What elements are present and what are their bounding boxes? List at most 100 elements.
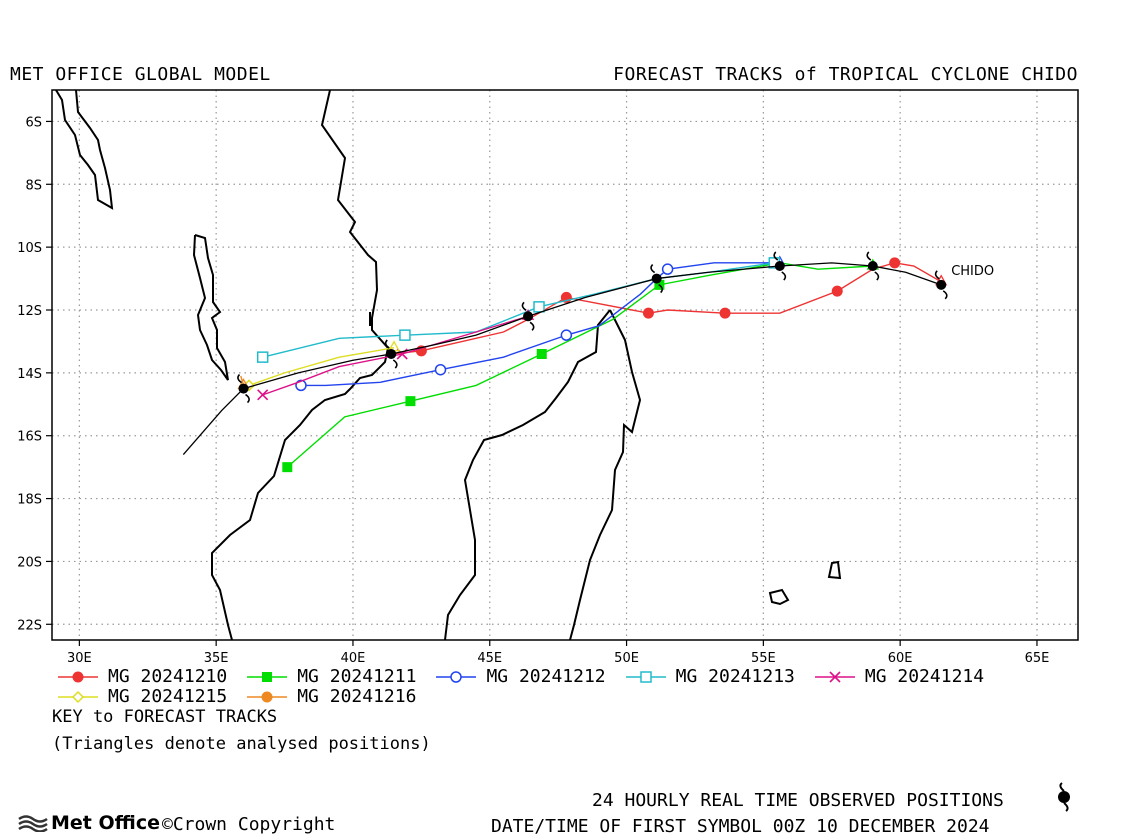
legend-swatch <box>247 671 288 682</box>
track-marker <box>889 257 901 269</box>
met-office-logo-text: Met Office <box>51 812 160 834</box>
legend-label: MG 20241213 <box>675 666 795 687</box>
x-tick-label: 35E <box>204 651 229 666</box>
observed-position-symbol <box>237 374 250 404</box>
track-marker <box>71 690 85 703</box>
observed-track-line <box>182 262 942 455</box>
track-marker <box>560 329 573 341</box>
x-tick-label: 50E <box>614 651 639 666</box>
legend-item: MG 20241216 <box>245 686 428 707</box>
legend-swatch <box>436 670 477 683</box>
track-marker <box>405 396 416 407</box>
mauritius-island <box>827 560 842 580</box>
track-marker <box>72 671 84 682</box>
legend-swatch <box>58 671 98 682</box>
observed-positions-label: 24 HOURLY REAL TIME OBSERVED POSITIONS <box>592 790 1004 811</box>
x-tick-label: 40E <box>341 651 366 666</box>
legend-swatch <box>58 690 98 703</box>
track-marker <box>434 363 447 376</box>
track-marker <box>257 389 269 401</box>
track-marker <box>719 307 731 319</box>
forecast-track-0 <box>391 257 948 357</box>
observed-position-symbol <box>866 251 880 281</box>
cyclone-symbol-dot <box>867 261 878 271</box>
plot-frame <box>51 89 1079 641</box>
storm-label: CHIDO <box>951 264 994 279</box>
africa-coastline <box>211 90 390 640</box>
chart-title: FORECAST TRACKS of TROPICAL CYCLONE CHID… <box>613 64 1078 85</box>
track-marker <box>399 329 411 341</box>
legend-key-title: KEY to FORECAST TRACKS <box>52 707 278 727</box>
track-marker <box>639 670 652 683</box>
y-tick-label: 22S <box>17 618 42 633</box>
observed-position-symbol <box>934 270 948 300</box>
legend-row-2: MG 20241215 MG 20241216 <box>56 686 434 707</box>
cyclone-symbol-arm <box>866 251 872 261</box>
lake-tanganyika <box>55 90 114 210</box>
legend-row-1: MG 20241210 MG 20241211 MG 20241212 MG 2024… <box>56 666 1002 687</box>
track-line <box>262 315 529 396</box>
track-marker <box>829 670 841 683</box>
model-title: MET OFFICE GLOBAL MODEL <box>10 64 271 85</box>
x-tick-label: 30E <box>67 651 92 666</box>
copyright-notice: ©Crown Copyright <box>162 814 336 835</box>
legend-item: MG 20241212 <box>434 666 617 687</box>
cyclone-symbol-arm <box>529 321 535 331</box>
cyclone-symbol-arm <box>874 271 880 281</box>
madagascar-west-coastline <box>444 309 611 640</box>
cyclone-symbol-arm <box>934 270 940 280</box>
y-tick-label: 10S <box>17 241 42 256</box>
first-symbol-datetime: DATE/TIME OF FIRST SYMBOL 00Z 10 DECEMBE… <box>491 816 990 837</box>
y-tick-label: 8S <box>25 178 42 193</box>
track-marker <box>450 670 463 683</box>
cyclone-symbol-arm <box>392 359 398 369</box>
cyclone-symbol-arm <box>245 393 250 404</box>
madagascar-coastline <box>569 309 642 640</box>
cyclone-symbol-arm <box>237 374 242 384</box>
forecast-tracks <box>237 255 948 473</box>
reunion-island <box>768 588 790 606</box>
observed-track <box>182 251 948 455</box>
cyclone-symbol-arm <box>781 271 787 281</box>
cyclone-symbol-arm <box>650 264 656 274</box>
cyclone-symbol-dot <box>238 383 249 394</box>
track-marker <box>661 263 674 275</box>
legend-label: MG 20241216 <box>297 686 417 707</box>
x-tick-label: 60E <box>888 651 913 666</box>
cyclone-symbol-dot <box>936 279 947 290</box>
track-marker <box>262 671 273 682</box>
observed-position-symbol <box>521 301 535 331</box>
observed-position-symbol <box>384 339 398 369</box>
forecast-track-1 <box>282 258 879 473</box>
cyclone-symbol-arm <box>384 339 390 349</box>
legend-label: MG 20241212 <box>486 666 606 687</box>
legend-label: MG 20241211 <box>297 666 417 687</box>
cyclone-symbol-dot <box>774 261 785 271</box>
legend-item: MG 20241210 <box>56 666 239 687</box>
x-tick-label: 45E <box>477 651 502 666</box>
cyclone-symbol-arm <box>658 283 664 294</box>
cyclone-symbol-icon <box>1058 782 1070 812</box>
observed-position-symbol <box>773 251 787 281</box>
y-tick-label: 14S <box>17 367 42 382</box>
y-tick-label: 20S <box>17 555 42 570</box>
track-marker <box>831 285 843 297</box>
axis-ticks: 30E 35E 40E 45E 50E 55E 60E 65E 6S 8S 10S 12S 14S 16S… <box>17 115 1049 666</box>
cyclone-symbol-dot <box>386 349 397 359</box>
track-marker <box>261 691 273 702</box>
legend-item: MG 20241211 <box>245 666 428 687</box>
y-tick-label: 12S <box>17 304 42 319</box>
track-marker <box>536 349 547 359</box>
cyclone-symbol-arm <box>942 290 948 300</box>
track-line <box>391 262 942 355</box>
cyclone-symbol-dot <box>523 311 534 322</box>
legend-item: MG 20241213 <box>624 666 807 687</box>
triangles-note: (Triangles denote analysed positions) <box>52 734 431 754</box>
legend-label: MG 20241210 <box>108 666 228 687</box>
y-tick-label: 16S <box>17 430 42 445</box>
track-line <box>286 262 873 468</box>
track-line <box>248 347 395 387</box>
lake-malawi <box>192 234 229 381</box>
track-marker <box>256 351 269 363</box>
